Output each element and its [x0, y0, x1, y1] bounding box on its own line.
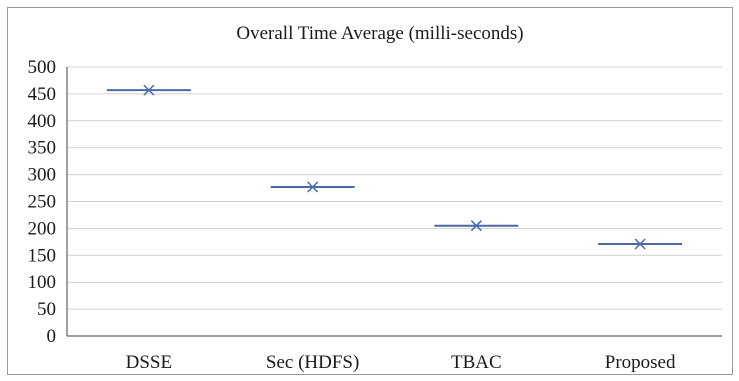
y-tick-label: 300	[28, 165, 57, 186]
data-point	[106, 84, 191, 96]
y-tick-labels: 0 50 100 150 200 250 300 350 400 450 500	[28, 57, 57, 347]
x-category-labels: DSSE Sec (HDFS) TBAC Proposed	[126, 352, 676, 373]
x-category-label: TBAC	[451, 352, 502, 373]
y-tick-label: 50	[37, 299, 56, 320]
y-tick-label: 0	[47, 326, 57, 347]
y-tick-label: 100	[28, 272, 57, 293]
y-tick-label: 350	[28, 138, 57, 159]
data-point-cross	[143, 84, 155, 96]
data-point-cross	[634, 238, 646, 250]
data-point-cross	[307, 181, 319, 193]
data-point	[434, 220, 519, 232]
data-point	[270, 181, 355, 193]
y-tick-label: 200	[28, 218, 57, 239]
data-markers	[106, 84, 683, 250]
y-tick-label: 400	[28, 111, 57, 132]
y-tick-label: 500	[28, 57, 57, 78]
axes	[66, 67, 722, 337]
chart-title: Overall Time Average (milli-seconds)	[236, 23, 523, 44]
x-category-label: Sec (HDFS)	[266, 352, 359, 373]
data-point	[598, 238, 683, 250]
y-tick-label: 450	[28, 84, 57, 105]
x-category-label: DSSE	[126, 352, 172, 373]
x-category-label: Proposed	[605, 352, 676, 373]
y-tick-label: 150	[28, 245, 57, 266]
y-tick-label: 250	[28, 192, 57, 213]
gridlines	[67, 66, 722, 310]
chart-frame	[7, 7, 733, 375]
data-point-cross	[470, 220, 482, 232]
